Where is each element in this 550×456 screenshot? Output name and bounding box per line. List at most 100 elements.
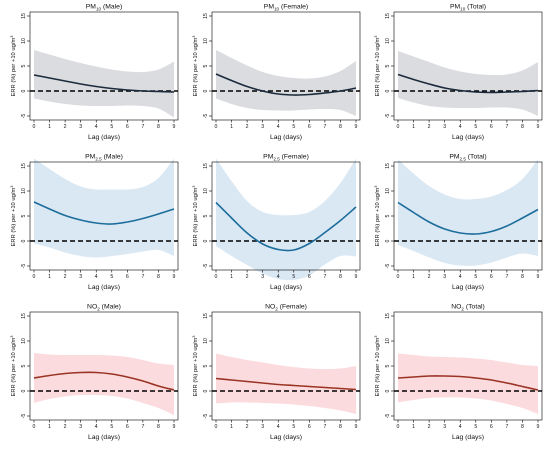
chart-panel-8: -5 0 5 10 15 0 1 2 3 4 5 6 7 8 9 Lag (days) ERR (%) per … [191,304,361,441]
x-tick-label: 1 [48,274,51,280]
y-tick-label: 15 [385,313,391,319]
x-tick-label: 6 [126,424,129,430]
y-axis-label-main: ERR (%) per +10 ug/m [193,338,199,397]
y-tick-label: -5 [21,414,27,419]
x-tick-label: 3 [261,124,264,130]
estimate-line [33,371,175,391]
chart-title-subscript: 10 [96,6,102,11]
x-tick-label: 8 [521,424,524,430]
x-tick-label: 8 [157,124,160,130]
x-tick-label: 8 [521,124,524,130]
estimate-line [215,201,357,252]
chart-title-main: PM [450,4,461,11]
chart-title-main: PM [263,154,274,161]
x-tick-label: 1 [230,274,233,280]
x-tick-label: 6 [308,124,311,130]
x-tick-label: 7 [141,424,144,430]
x-tick-label: 0 [397,424,400,430]
estimate-line [33,201,175,225]
y-axis-label-superscript: 3 [9,35,14,38]
x-tick-label: 7 [505,124,508,130]
x-tick-label: 9 [355,424,358,430]
y-tick-label: 5 [203,64,209,67]
x-tick-label: 1 [412,124,415,130]
x-tick-label: 3 [261,274,264,280]
y-tick-label: -5 [385,264,391,269]
estimate-line [397,375,539,391]
x-tick-label: 6 [308,424,311,430]
x-tick-label: 8 [521,274,524,280]
x-tick-label: 3 [79,124,82,130]
chart-title-main: NO [451,304,461,311]
y-tick-label: 10 [21,38,27,44]
chart-title-suffix: (Total) [466,154,487,161]
y-tick-label: 0 [21,89,27,92]
y-tick-label: -5 [203,414,209,419]
y-tick-label: 10 [21,338,27,344]
y-axis-label-superscript: 3 [9,185,14,188]
chart-panel-2: -5 0 5 10 15 0 1 2 3 4 5 6 7 8 9 Lag (days) ERR (%) per … [191,4,361,141]
y-tick-label: 10 [385,188,391,194]
confidence-band [216,50,356,116]
y-tick-label: 5 [385,214,391,217]
x-tick-label: 6 [490,274,493,280]
x-tick-label: 8 [339,124,342,130]
y-axis-label-superscript: 3 [373,185,378,188]
x-axis-label: Lag (days) [452,284,484,291]
y-tick-label: 5 [21,364,27,367]
confidence-band [34,50,174,118]
chart-title-suffix: (Female) [279,4,308,11]
y-tick-label: 15 [385,163,391,169]
x-tick-label: 3 [443,124,446,130]
estimate-line [215,377,357,391]
y-axis-label: ERR (%) per +10 ug/m3 [9,185,17,247]
y-tick-label: 10 [385,38,391,44]
x-tick-label: 4 [95,424,98,430]
x-tick-label: 7 [323,274,326,280]
confidence-band [398,353,538,414]
y-tick-label: -5 [203,114,209,119]
y-tick-label: 5 [385,64,391,67]
x-tick-label: 3 [443,274,446,280]
x-tick-label: 3 [443,424,446,430]
chart-title: NO2 (Total) [451,304,485,312]
y-tick-label: -5 [21,264,27,269]
x-tick-label: 7 [141,124,144,130]
confidence-band [216,353,356,414]
chart-title-subscript: 2 [461,306,464,311]
y-tick-label: -5 [21,114,27,119]
x-tick-label: 5 [292,424,295,430]
y-tick-label: 0 [203,89,209,92]
x-tick-label: 6 [490,424,493,430]
y-tick-label: 0 [203,389,209,392]
y-axis-label-main: ERR (%) per +10 ug/m [11,338,17,397]
x-tick-label: 1 [48,424,51,430]
chart-title-subscript: 10 [460,6,466,11]
x-tick-label: 1 [48,124,51,130]
chart-title-suffix: (Male) [102,154,123,161]
x-axis-label: Lag (days) [452,434,484,441]
x-tick-label: 4 [459,424,462,430]
confidence-band [34,158,174,258]
x-tick-label: 7 [323,424,326,430]
chart-title-suffix: (Total) [464,304,485,311]
x-tick-label: 5 [110,274,113,280]
y-axis-label: ERR (%) per +10 ug/m3 [191,35,199,97]
x-tick-label: 1 [412,274,415,280]
chart-title: NO2 (Female) [265,304,307,312]
x-tick-label: 9 [537,124,540,130]
x-tick-label: 3 [79,274,82,280]
y-axis-label: ERR (%) per +10 ug/m3 [373,35,381,97]
x-tick-label: 8 [157,274,160,280]
chart-title: PM10 (Total) [450,4,486,12]
x-tick-label: 5 [292,274,295,280]
y-axis-label: ERR (%) per +10 ug/m3 [373,335,381,397]
x-tick-label: 5 [474,124,477,130]
x-tick-label: 3 [261,424,264,430]
y-tick-label: 15 [21,13,27,19]
chart-title: PM2.5 (Female) [263,154,309,162]
confidence-band [216,158,356,281]
x-tick-label: 7 [505,274,508,280]
estimate-line [33,74,175,93]
x-axis-label: Lag (days) [88,134,120,141]
